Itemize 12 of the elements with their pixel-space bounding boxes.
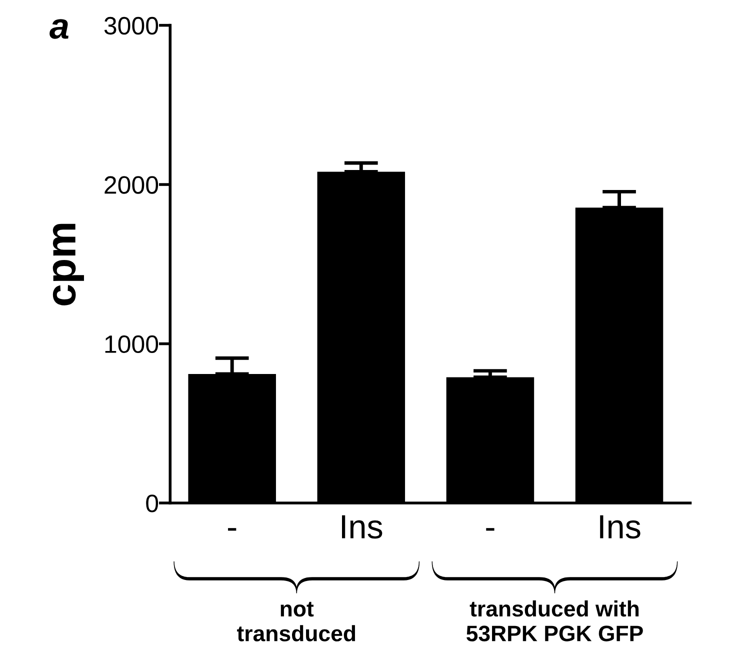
text: not transduced	[237, 602, 356, 642]
x-tick-label: Ins	[600, 515, 640, 539]
y-tick-label: 3000	[104, 16, 158, 35]
x-tick-label: -	[486, 528, 494, 531]
y-axis-title: cpm	[52, 224, 84, 306]
y-tick-label: 2000	[104, 176, 158, 194]
text: a	[50, 19, 68, 39]
y-tick-label: 0	[146, 494, 158, 512]
x-tick-label: Ins	[342, 515, 382, 539]
x-tick-label: -	[228, 528, 236, 531]
y-tick-label: 1000	[105, 335, 158, 354]
text: transduced with 53RPK PGK GFP	[466, 600, 643, 642]
